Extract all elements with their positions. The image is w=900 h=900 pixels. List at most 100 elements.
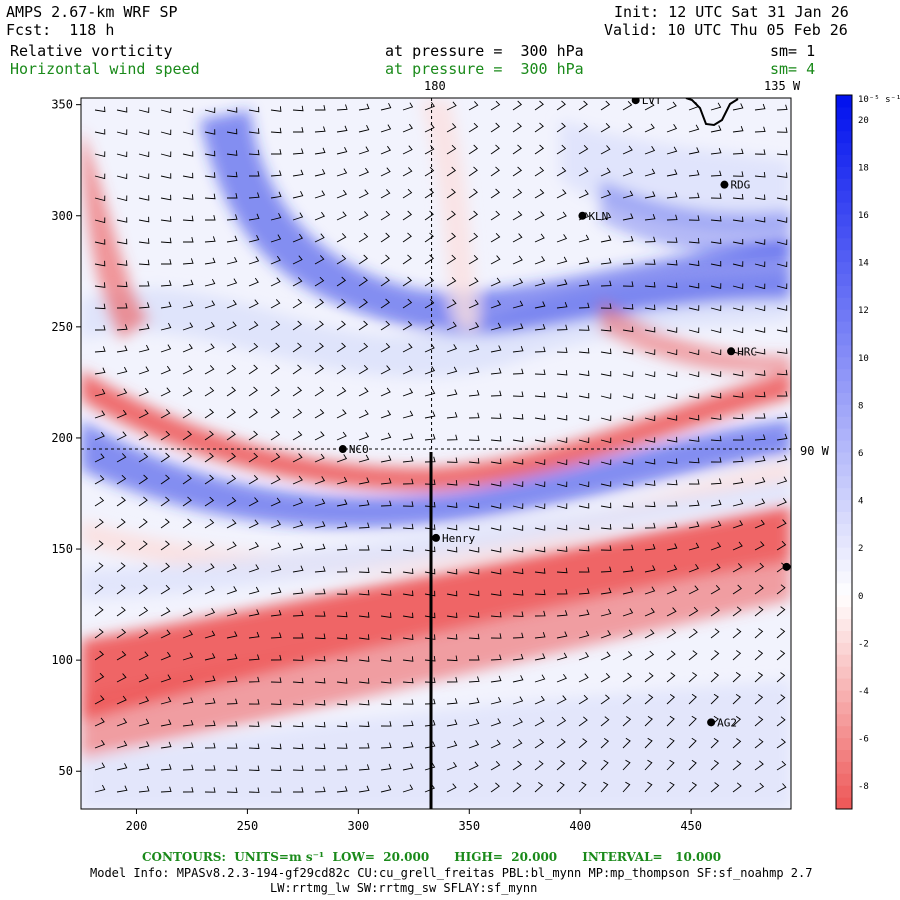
wind-barb: [226, 765, 238, 771]
wind-barb: [226, 474, 237, 485]
wind-barb: [622, 348, 634, 355]
wind-barb: [556, 652, 568, 661]
wind-barb: [204, 698, 216, 705]
colorbar-segment: [836, 392, 852, 405]
x-axis: 200 250 300 350 400 450: [126, 809, 702, 833]
wind-barb: [468, 232, 479, 243]
wind-barb: [688, 628, 698, 639]
wind-barb: [666, 500, 678, 507]
wind-barb: [688, 782, 698, 793]
wind-barb: [688, 147, 700, 155]
wind-barb: [314, 147, 326, 155]
wind-barb: [182, 107, 194, 114]
wind-barb: [710, 457, 722, 463]
wind-barb: [578, 760, 587, 771]
wind-barb: [138, 629, 149, 639]
wind-barb: [226, 676, 238, 683]
wind-barb: [402, 410, 414, 419]
colorbar-segment: [836, 142, 852, 155]
wind-barb: [578, 567, 590, 573]
wind-barb: [94, 195, 106, 202]
wind-barb: [732, 541, 743, 551]
wind-barb: [226, 214, 238, 221]
wind-barb: [468, 525, 480, 531]
wind-barb: [754, 584, 764, 595]
colorbar-segment: [836, 559, 852, 572]
wind-barb: [490, 367, 502, 375]
wind-barb: [380, 232, 391, 243]
wind-barb: [226, 631, 238, 639]
wind-barb: [754, 455, 766, 463]
wind-barb: [204, 107, 216, 114]
wind-barb: [710, 693, 719, 705]
wind-barb: [314, 342, 324, 353]
wind-barb: [204, 408, 215, 419]
colorbar-segment: [836, 547, 852, 560]
wind-barb: [446, 101, 457, 111]
wind-barb: [469, 655, 480, 661]
wind-barb: [490, 458, 502, 465]
wind-barb: [248, 342, 259, 353]
wind-barb: [666, 415, 678, 421]
wind-barb: [204, 321, 215, 331]
wind-barb: [490, 481, 502, 487]
wind-barb: [490, 188, 501, 199]
wind-barb: [556, 279, 568, 287]
wind-barb: [270, 191, 282, 199]
wind-barb: [512, 546, 524, 553]
wind-barb: [754, 606, 764, 617]
wind-barb: [138, 673, 149, 683]
wind-barb: [710, 102, 722, 111]
wind-barb: [138, 323, 150, 331]
wind-barb: [666, 436, 678, 443]
wind-barb: [732, 305, 744, 312]
wind-barb: [688, 457, 700, 464]
wind-barb: [644, 213, 656, 221]
wind-barb: [732, 716, 742, 727]
valid-time: Valid: 10 UTC Thu 05 Feb 26: [604, 21, 848, 39]
wind-barb: [292, 475, 303, 485]
wind-barb: [644, 236, 656, 243]
wind-barb: [402, 568, 414, 575]
wind-barb: [270, 386, 280, 397]
wind-barb: [292, 386, 303, 397]
wind-barb: [402, 677, 414, 684]
wind-barb: [182, 742, 194, 749]
wind-barb: [116, 718, 128, 727]
wind-barb: [710, 650, 720, 661]
wind-barb: [446, 123, 457, 133]
colorbar-segment: [836, 725, 852, 739]
wind-barb: [248, 787, 260, 793]
colorbar-segment: [836, 440, 852, 453]
colorbar-segment: [836, 452, 852, 465]
wind-barb: [160, 741, 172, 749]
wind-barb: [204, 720, 216, 727]
wind-barb: [402, 276, 413, 287]
wind-barb: [688, 124, 700, 133]
colorbar-segment: [836, 428, 852, 441]
wind-barb: [534, 166, 545, 177]
wind-barb: [248, 765, 260, 771]
wind-barb: [688, 169, 700, 177]
wind-barb: [226, 541, 237, 551]
wind-barb: [534, 211, 545, 221]
wind-barb: [644, 480, 656, 486]
wind-barb: [732, 283, 744, 290]
wind-barb: [94, 106, 106, 113]
wind-barb: [380, 612, 392, 619]
meridian-180-label: 180: [424, 79, 446, 93]
wind-barb: [578, 673, 589, 683]
wind-barb: [622, 303, 634, 310]
wind-barb: [424, 210, 434, 221]
colorbar-segment: [836, 237, 852, 251]
wind-barb: [666, 458, 678, 464]
wind-barb: [315, 105, 326, 111]
station-marker: [578, 211, 587, 220]
wind-barb: [380, 320, 391, 331]
wind-barb: [182, 786, 194, 793]
wind-barb: [732, 261, 744, 267]
wind-barb: [512, 278, 524, 287]
wind-barb: [666, 522, 678, 529]
wind-barb: [248, 128, 260, 134]
wind-barb: [424, 456, 436, 463]
